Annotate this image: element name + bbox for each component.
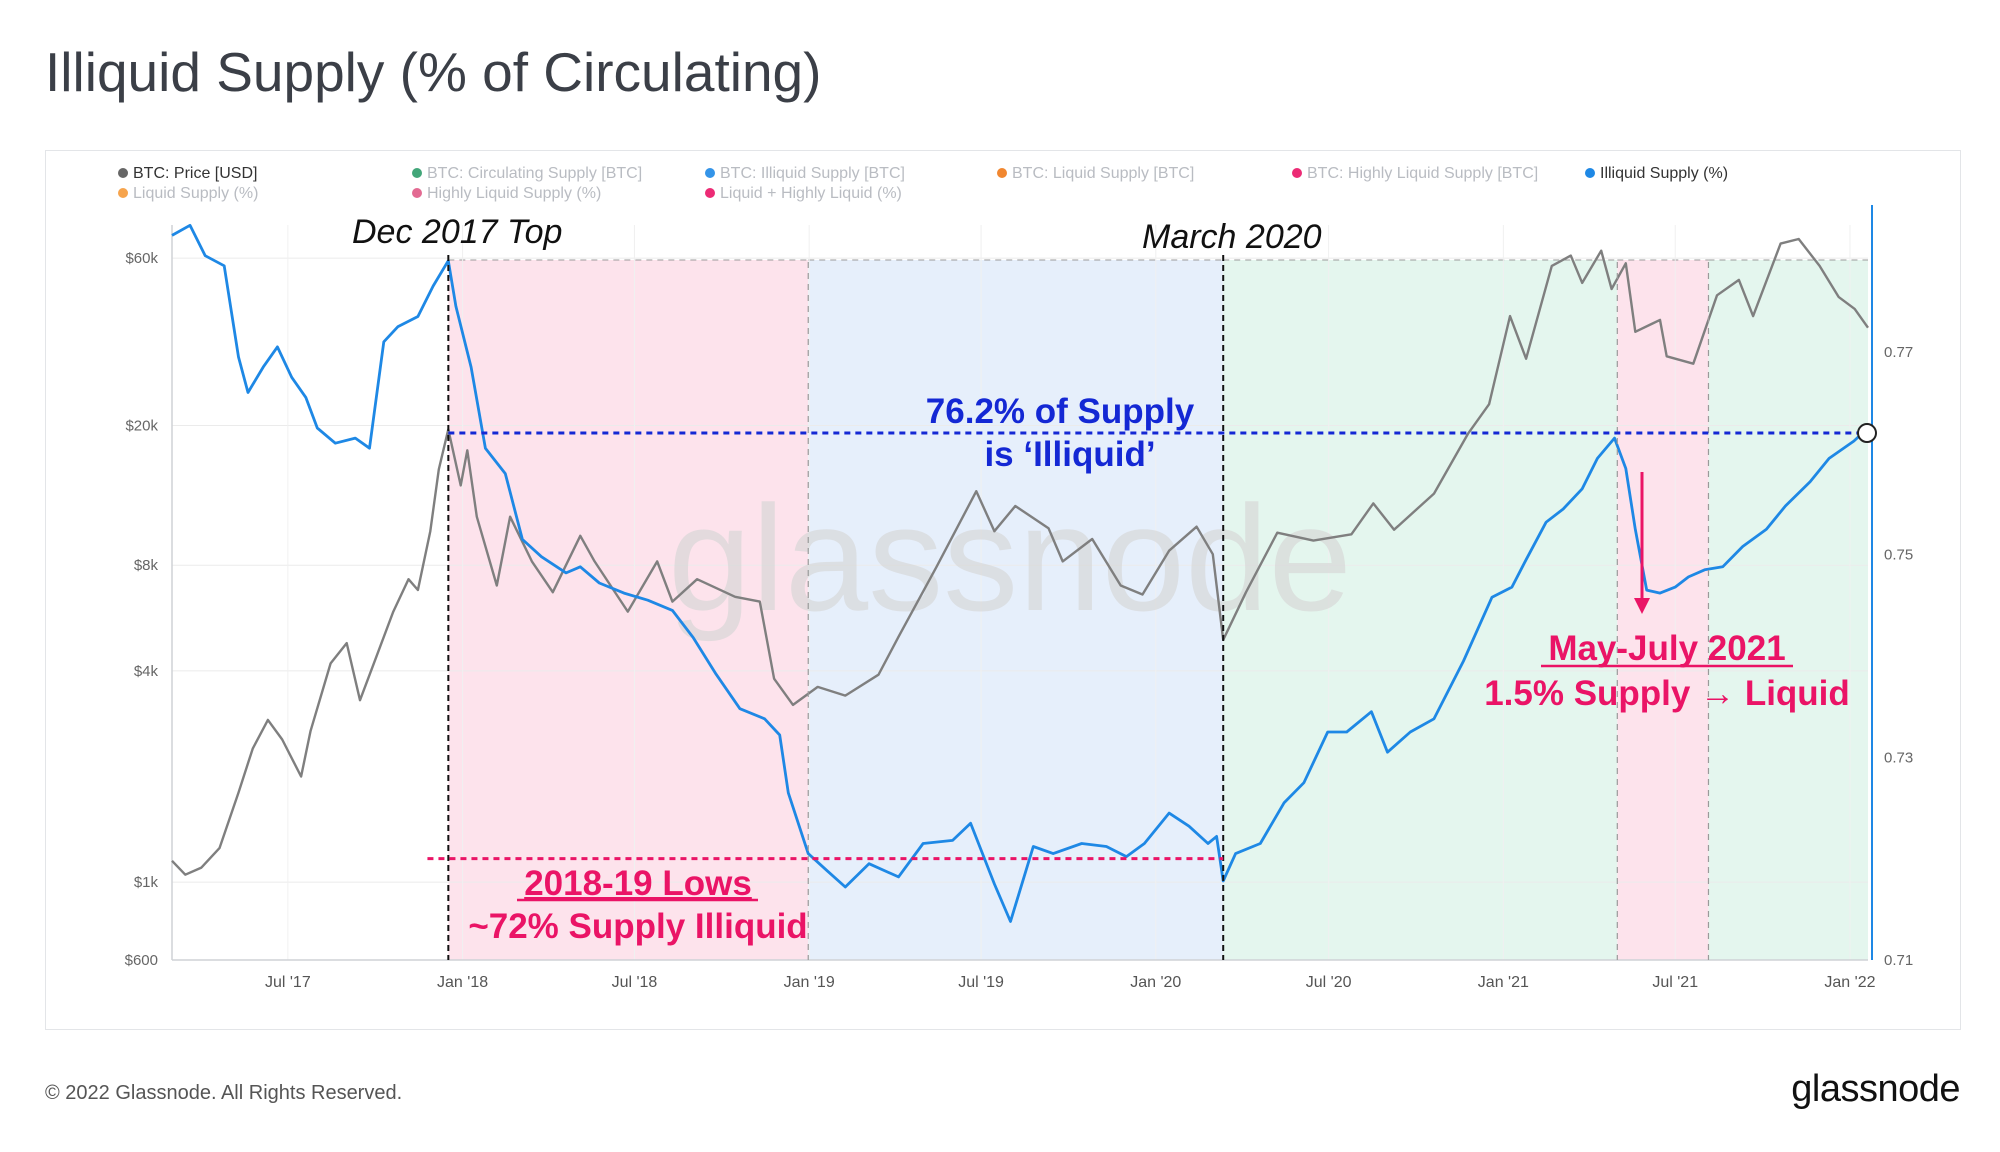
x-tick-label: Jan '18 — [437, 974, 488, 991]
legend-dot — [997, 168, 1007, 178]
legend-label: Liquid + Highly Liquid (%) — [720, 185, 902, 202]
annotation-march-2020: March 2020 — [1142, 218, 1322, 256]
x-tick-label: Jan '22 — [1824, 974, 1875, 991]
legend-label: BTC: Illiquid Supply [BTC] — [720, 165, 905, 182]
zone-green — [1223, 260, 1618, 960]
annotation-supply-line1: 76.2% of Supply — [926, 392, 1195, 431]
legend-label: BTC: Liquid Supply [BTC] — [1012, 165, 1194, 182]
x-tick-label: Jul '19 — [958, 974, 1004, 991]
y-tick-label-left: $4k — [134, 663, 159, 680]
legend[interactable]: BTC: Price [USD] BTC: Circulating Supply … — [118, 165, 1728, 202]
legend-dot — [118, 168, 128, 178]
grid-layer — [172, 225, 1868, 961]
legend-dot — [1585, 168, 1595, 178]
zone-pink — [1617, 260, 1709, 960]
legend-label: Illiquid Supply (%) — [1600, 165, 1728, 182]
legend-label: Liquid Supply (%) — [133, 185, 258, 202]
current-value-marker — [1857, 423, 1877, 444]
series-layer — [171, 223, 1869, 923]
annotation-may-line2: 1.5% Supply → Liquid — [1484, 674, 1850, 713]
legend-label: BTC: Circulating Supply [BTC] — [427, 165, 642, 182]
legend-item[interactable]: Liquid + Highly Liquid (%) — [705, 185, 902, 202]
legend-dot — [412, 168, 422, 178]
legend-item[interactable]: BTC: Liquid Supply [BTC] — [997, 165, 1194, 182]
footer-copyright: © 2022 Glassnode. All Rights Reserved. — [45, 1082, 403, 1104]
legend-item[interactable]: BTC: Highly Liquid Supply [BTC] — [1292, 165, 1538, 182]
y-tick-label-left: $8k — [134, 557, 159, 574]
x-tick-label: Jul '21 — [1652, 974, 1698, 991]
legend-dot — [705, 168, 715, 178]
annotation-lows-line1: 2018-19 Lows — [524, 864, 752, 903]
legend-dot — [412, 188, 422, 198]
y-tick-label-right: 0.77 — [1884, 344, 1913, 361]
legend-item[interactable]: BTC: Circulating Supply [BTC] — [412, 165, 642, 182]
y-tick-label-left: $60k — [125, 250, 158, 267]
axes-layer: $60k $20k $8k $4k $1k $600 0.77 0.75 0.73 0.71 Jul… — [125, 205, 1913, 991]
legend-item[interactable]: Highly Liquid Supply (%) — [412, 185, 601, 202]
y-tick-label-left: $20k — [125, 418, 158, 435]
may-arrow-head — [1634, 598, 1650, 614]
x-tick-label: Jan '21 — [1478, 974, 1529, 991]
watermark: glassnode — [668, 474, 1352, 642]
zones-layer — [448, 259, 1868, 960]
legend-item[interactable]: BTC: Price [USD] — [118, 165, 257, 182]
annotation-lows-line2: ~72% Supply Illiquid — [468, 907, 807, 946]
legend-label: BTC: Price [USD] — [133, 165, 257, 182]
legend-item[interactable]: Liquid Supply (%) — [118, 185, 258, 202]
legend-dot — [705, 188, 715, 198]
annotation-supply-line2: is ‘Illiquid’ — [984, 435, 1155, 474]
legend-item[interactable]: Illiquid Supply (%) — [1585, 165, 1728, 182]
y-tick-label-right: 0.73 — [1884, 749, 1913, 766]
y-tick-label-right: 0.75 — [1884, 547, 1913, 564]
y-tick-label-right: 0.71 — [1884, 952, 1913, 969]
x-tick-label: Jan '19 — [784, 974, 835, 991]
annotation-may-line1: May-July 2021 — [1548, 629, 1785, 668]
legend-label: Highly Liquid Supply (%) — [427, 185, 601, 202]
x-tick-label: Jul '17 — [265, 974, 311, 991]
chart-frame — [45, 150, 1961, 1030]
zone-green — [1708, 260, 1868, 960]
legend-dot — [1292, 168, 1302, 178]
y-tick-label-left: $1k — [134, 874, 159, 891]
x-tick-label: Jul '20 — [1306, 974, 1352, 991]
x-tick-label: Jul '18 — [612, 974, 658, 991]
reference-layer — [427, 255, 1877, 960]
legend-label: BTC: Highly Liquid Supply [BTC] — [1307, 165, 1538, 182]
legend-item[interactable]: BTC: Illiquid Supply [BTC] — [705, 165, 905, 182]
price-line — [171, 237, 1869, 876]
annotation-dec-2017: Dec 2017 Top — [352, 213, 562, 251]
footer-logo[interactable]: glassnode — [1791, 1068, 1960, 1110]
page-title: Illiquid Supply (% of Circulating) — [45, 41, 822, 103]
legend-dot — [118, 188, 128, 198]
x-tick-label: Jan '20 — [1130, 974, 1181, 991]
y-tick-label-left: $600 — [125, 952, 158, 969]
zone-blue — [808, 260, 1224, 960]
illiquid-supply-line — [171, 223, 1869, 923]
